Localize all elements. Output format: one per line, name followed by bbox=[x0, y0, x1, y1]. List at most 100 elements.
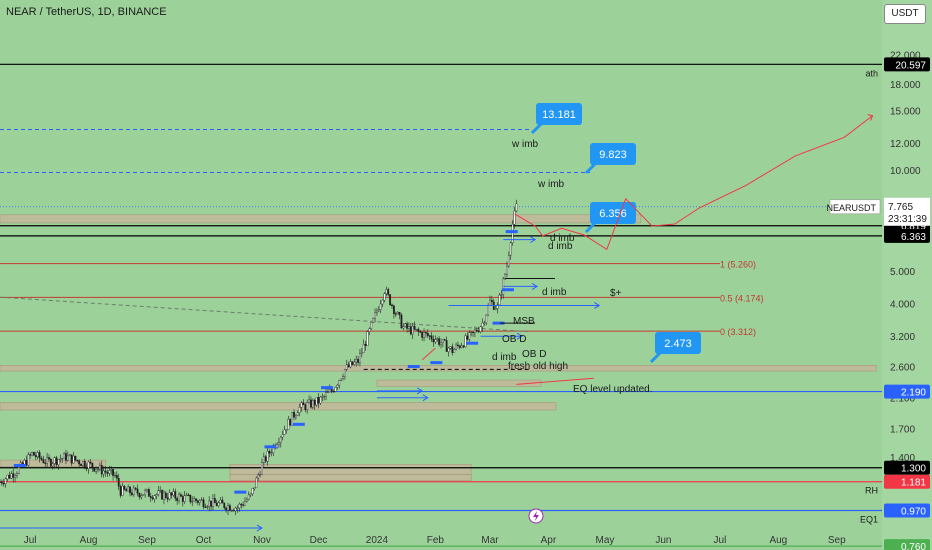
candle[interactable] bbox=[481, 322, 484, 328]
order-block-marker[interactable] bbox=[430, 361, 443, 365]
candle[interactable] bbox=[449, 346, 452, 349]
candle[interactable] bbox=[428, 335, 431, 337]
candle[interactable] bbox=[31, 452, 33, 456]
candle[interactable] bbox=[17, 467, 20, 474]
candle[interactable] bbox=[185, 494, 188, 496]
trend-dashed-line[interactable] bbox=[0, 296, 531, 333]
candle[interactable] bbox=[389, 294, 392, 306]
candle[interactable] bbox=[264, 456, 267, 462]
candle[interactable] bbox=[411, 325, 414, 335]
candle[interactable] bbox=[417, 328, 420, 332]
candle[interactable] bbox=[206, 506, 209, 508]
candle[interactable] bbox=[157, 490, 160, 495]
candle[interactable] bbox=[392, 305, 395, 314]
candle[interactable] bbox=[506, 265, 508, 275]
candle[interactable] bbox=[315, 397, 318, 406]
candle[interactable] bbox=[445, 340, 448, 352]
candle[interactable] bbox=[279, 436, 282, 443]
candle[interactable] bbox=[40, 457, 43, 460]
forecast-path[interactable] bbox=[514, 115, 873, 251]
candle[interactable] bbox=[349, 361, 352, 368]
candle[interactable] bbox=[489, 300, 491, 306]
candle[interactable] bbox=[359, 353, 361, 363]
candle[interactable] bbox=[404, 323, 407, 327]
candle[interactable] bbox=[408, 326, 410, 329]
candle[interactable] bbox=[187, 494, 190, 496]
candle[interactable] bbox=[304, 404, 307, 410]
candle[interactable] bbox=[436, 338, 439, 340]
candle[interactable] bbox=[513, 210, 516, 225]
candle[interactable] bbox=[170, 492, 173, 496]
target-callout[interactable] bbox=[590, 202, 636, 224]
candle[interactable] bbox=[323, 395, 326, 398]
candle[interactable] bbox=[443, 339, 446, 341]
candle[interactable] bbox=[447, 347, 450, 352]
candle[interactable] bbox=[296, 412, 299, 416]
candle[interactable] bbox=[281, 434, 284, 438]
candle[interactable] bbox=[144, 490, 147, 496]
candle[interactable] bbox=[294, 415, 297, 418]
candle[interactable] bbox=[200, 499, 203, 501]
candle[interactable] bbox=[353, 361, 356, 365]
candle[interactable] bbox=[87, 461, 90, 470]
candle[interactable] bbox=[426, 332, 429, 336]
candle[interactable] bbox=[278, 442, 280, 445]
candle[interactable] bbox=[310, 399, 312, 408]
candle[interactable] bbox=[76, 459, 79, 462]
candle[interactable] bbox=[178, 494, 180, 501]
candle[interactable] bbox=[196, 500, 199, 503]
candle[interactable] bbox=[115, 475, 118, 479]
target-callout[interactable] bbox=[536, 103, 582, 125]
candle[interactable] bbox=[372, 317, 375, 323]
supply-demand-zone[interactable] bbox=[229, 464, 472, 475]
candle[interactable] bbox=[360, 352, 363, 354]
candle[interactable] bbox=[63, 453, 65, 459]
candle[interactable] bbox=[36, 452, 39, 458]
candle[interactable] bbox=[93, 467, 96, 472]
candle[interactable] bbox=[475, 329, 478, 332]
candle[interactable] bbox=[49, 458, 52, 467]
candle[interactable] bbox=[193, 498, 196, 502]
candle[interactable] bbox=[249, 493, 252, 496]
candle[interactable] bbox=[195, 498, 197, 501]
candle[interactable] bbox=[391, 304, 393, 307]
supply-demand-zone[interactable] bbox=[0, 402, 557, 411]
candle[interactable] bbox=[515, 203, 518, 212]
candle[interactable] bbox=[255, 477, 258, 488]
candle[interactable] bbox=[110, 469, 113, 471]
candle[interactable] bbox=[10, 473, 13, 479]
candle[interactable] bbox=[468, 332, 471, 340]
candle[interactable] bbox=[347, 364, 350, 368]
candle[interactable] bbox=[377, 309, 380, 312]
candle[interactable] bbox=[236, 507, 239, 509]
candle[interactable] bbox=[357, 359, 359, 363]
order-block-marker[interactable] bbox=[505, 230, 518, 234]
candle[interactable] bbox=[311, 400, 314, 408]
candle[interactable] bbox=[210, 500, 212, 507]
candle[interactable] bbox=[283, 429, 286, 435]
order-block-marker[interactable] bbox=[466, 341, 479, 345]
candle[interactable] bbox=[490, 300, 493, 303]
candle[interactable] bbox=[259, 474, 261, 476]
last-price-badge[interactable] bbox=[884, 197, 930, 226]
candle[interactable] bbox=[244, 501, 246, 506]
candle[interactable] bbox=[434, 339, 437, 343]
candle[interactable] bbox=[46, 457, 49, 464]
candle[interactable] bbox=[266, 451, 269, 462]
candle[interactable] bbox=[153, 495, 156, 500]
candle[interactable] bbox=[68, 454, 71, 457]
candle[interactable] bbox=[198, 500, 201, 503]
candle[interactable] bbox=[91, 462, 94, 468]
supply-demand-zone[interactable] bbox=[229, 474, 472, 481]
candle[interactable] bbox=[83, 461, 86, 468]
candle[interactable] bbox=[330, 389, 333, 392]
candle[interactable] bbox=[238, 503, 241, 509]
candle[interactable] bbox=[440, 342, 442, 345]
candle[interactable] bbox=[140, 495, 143, 498]
candle[interactable] bbox=[500, 294, 503, 296]
candle[interactable] bbox=[219, 499, 222, 504]
candle[interactable] bbox=[191, 501, 194, 503]
candle[interactable] bbox=[327, 391, 329, 393]
candle[interactable] bbox=[149, 496, 152, 498]
candle[interactable] bbox=[483, 322, 486, 324]
